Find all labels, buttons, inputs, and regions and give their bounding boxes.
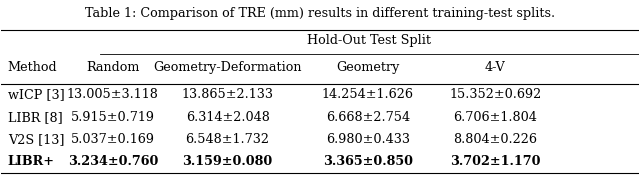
Text: Method: Method bbox=[8, 61, 58, 74]
Text: 14.254±1.626: 14.254±1.626 bbox=[322, 88, 414, 101]
Text: Geometry-Deformation: Geometry-Deformation bbox=[154, 61, 302, 74]
Text: 3.234±0.760: 3.234±0.760 bbox=[68, 155, 158, 168]
Text: 6.980±0.433: 6.980±0.433 bbox=[326, 133, 410, 146]
Text: 4-V: 4-V bbox=[485, 61, 506, 74]
Text: LIBR [8]: LIBR [8] bbox=[8, 111, 63, 124]
Text: 6.668±2.754: 6.668±2.754 bbox=[326, 111, 410, 124]
Text: wICP [3]: wICP [3] bbox=[8, 88, 65, 101]
Text: 15.352±0.692: 15.352±0.692 bbox=[449, 88, 541, 101]
Text: 5.915±0.719: 5.915±0.719 bbox=[71, 111, 155, 124]
Text: 6.548±1.732: 6.548±1.732 bbox=[186, 133, 269, 146]
Text: 6.314±2.048: 6.314±2.048 bbox=[186, 111, 269, 124]
Text: 3.365±0.850: 3.365±0.850 bbox=[323, 155, 413, 168]
Text: Geometry: Geometry bbox=[336, 61, 399, 74]
Text: Hold-Out Test Split: Hold-Out Test Split bbox=[307, 34, 431, 47]
Text: 3.702±1.170: 3.702±1.170 bbox=[450, 155, 541, 168]
Text: Table 1: Comparison of TRE (mm) results in different training-test splits.: Table 1: Comparison of TRE (mm) results … bbox=[85, 7, 555, 20]
Text: 13.865±2.133: 13.865±2.133 bbox=[182, 88, 274, 101]
Text: LIBR+: LIBR+ bbox=[8, 155, 55, 168]
Text: 8.804±0.226: 8.804±0.226 bbox=[453, 133, 537, 146]
Text: V2S [13]: V2S [13] bbox=[8, 133, 64, 146]
Text: 5.037±0.169: 5.037±0.169 bbox=[71, 133, 155, 146]
Text: 3.159±0.080: 3.159±0.080 bbox=[182, 155, 273, 168]
Text: 6.706±1.804: 6.706±1.804 bbox=[453, 111, 537, 124]
Text: Random: Random bbox=[86, 61, 140, 74]
Text: 13.005±3.118: 13.005±3.118 bbox=[67, 88, 159, 101]
